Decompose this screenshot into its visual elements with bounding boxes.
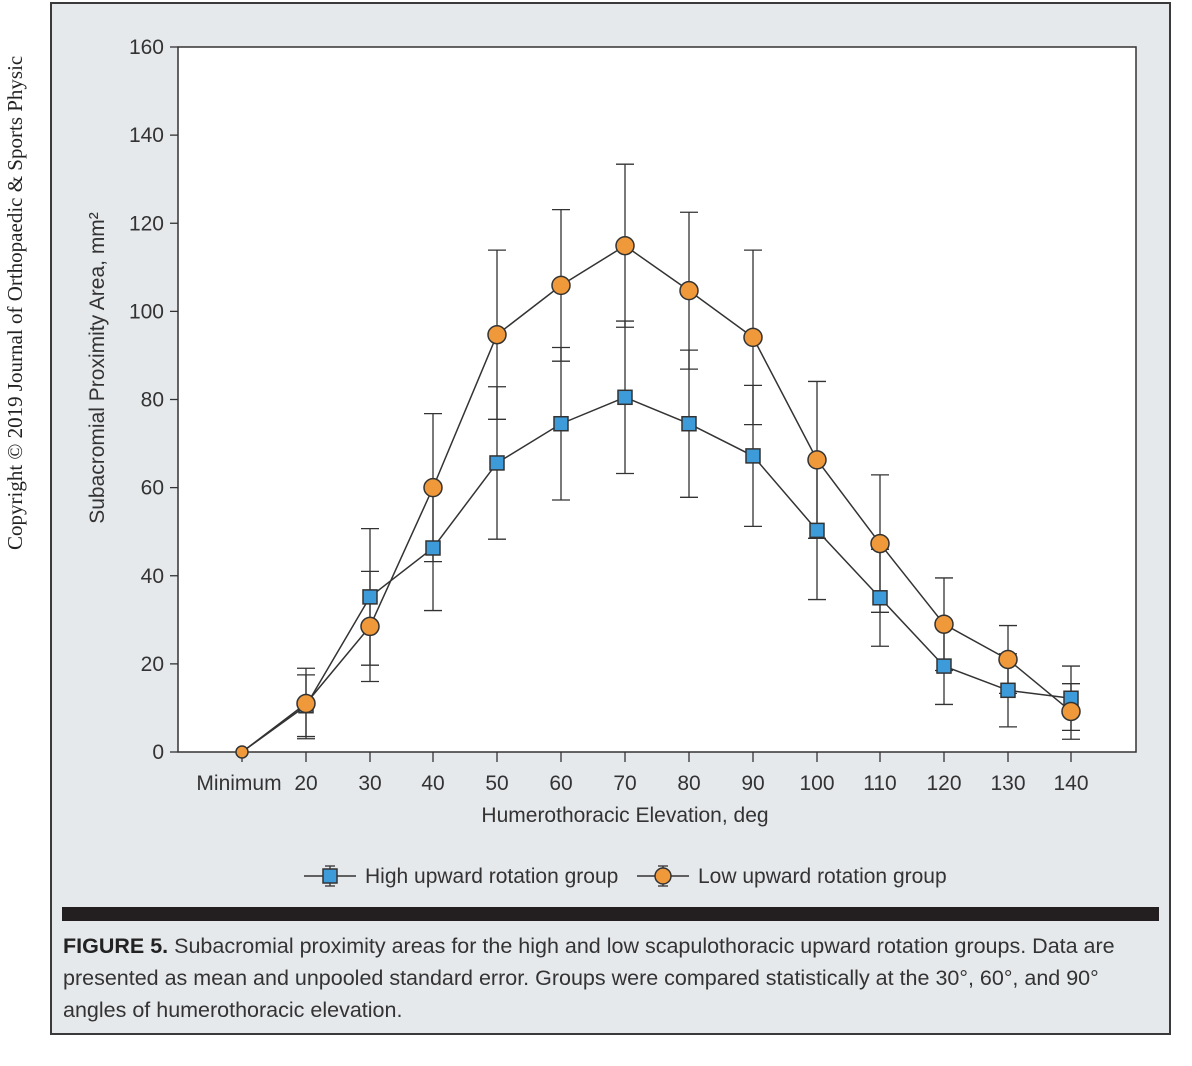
caption-label: FIGURE 5.: [63, 934, 169, 958]
legend-low-marker: [637, 865, 689, 887]
x-tick-label: 130: [990, 772, 1025, 795]
data-point-high: [872, 590, 888, 606]
data-point-high: [617, 389, 633, 406]
data-point-low: [998, 649, 1018, 670]
legend-high-marker: [304, 865, 356, 887]
y-tick-label: 0: [152, 741, 164, 764]
y-tick-label: 160: [129, 36, 164, 59]
data-point-low: [360, 616, 380, 637]
series-line-high: [241, 396, 1072, 753]
legend-high-label: High upward rotation group: [365, 865, 618, 888]
x-tick-label: 50: [485, 772, 508, 795]
y-tick-label: 140: [129, 124, 164, 147]
caption-text: Subacromial proximity areas for the high…: [63, 934, 1115, 1022]
x-tick-label: 90: [741, 772, 764, 795]
data-point-high: [681, 415, 697, 432]
series-line-low: [241, 244, 1072, 753]
data-point-low: [551, 275, 571, 296]
x-tick-label: Minimum: [196, 772, 281, 795]
data-point-low: [487, 324, 507, 345]
data-point-low: [1061, 701, 1081, 722]
data-point-low: [807, 450, 827, 470]
y-tick-label: 20: [141, 653, 164, 676]
data-point-low: [296, 693, 316, 714]
y-tick-label: 100: [129, 300, 164, 323]
y-axis: 0 20 40 60 80 100 120 140 160: [129, 36, 178, 764]
data-point-high: [362, 589, 378, 605]
x-tick-label: 70: [613, 772, 636, 795]
x-tick-label: 100: [799, 772, 834, 795]
data-point-high: [1000, 682, 1016, 699]
x-axis-label: Humerothoracic Elevation, deg: [481, 804, 768, 827]
caption-divider: [62, 907, 1159, 921]
data-point-low: [235, 745, 249, 759]
x-tick-label: 80: [677, 772, 700, 795]
figure-caption: FIGURE 5. Subacromial proximity areas fo…: [63, 930, 1158, 1026]
data-point-low: [423, 477, 443, 498]
legend: High upward rotation group Low upward ro…: [304, 865, 947, 888]
data-point-high: [936, 658, 952, 674]
x-tick-label: 40: [421, 772, 444, 795]
x-axis: Minimum 20 30 40 50 60 70 80 90 100 110 120 130 140: [196, 752, 1089, 795]
data-point-low: [679, 280, 699, 301]
plot-area: [177, 46, 1137, 753]
x-tick-label: 20: [294, 772, 317, 795]
data-point-high: [745, 448, 761, 464]
y-tick-label: 120: [129, 212, 164, 235]
data-point-low: [934, 614, 954, 634]
x-tick-label: 120: [926, 772, 961, 795]
x-tick-label: 60: [549, 772, 572, 795]
data-point-high: [809, 522, 825, 539]
data-point-low: [743, 327, 763, 348]
y-tick-label: 40: [141, 565, 164, 588]
line-chart: 0 20 40 60 80 100 120 140 160 Minimum 20 30 40 50 60 7…: [86, 36, 1137, 888]
x-tick-label: 140: [1053, 772, 1088, 795]
x-tick-label: 110: [863, 772, 896, 795]
y-tick-label: 60: [141, 477, 164, 500]
data-point-low: [615, 235, 635, 256]
x-tick-label: 30: [358, 772, 381, 795]
data-point-high: [489, 455, 505, 471]
legend-low-label: Low upward rotation group: [698, 865, 947, 888]
y-tick-label: 80: [141, 389, 164, 412]
data-point-high: [425, 540, 441, 556]
data-point-low: [870, 533, 890, 554]
series-layer: [235, 163, 1081, 759]
y-axis-label: Subacromial Proximity Area, mm²: [86, 212, 109, 524]
data-point-high: [553, 415, 569, 432]
